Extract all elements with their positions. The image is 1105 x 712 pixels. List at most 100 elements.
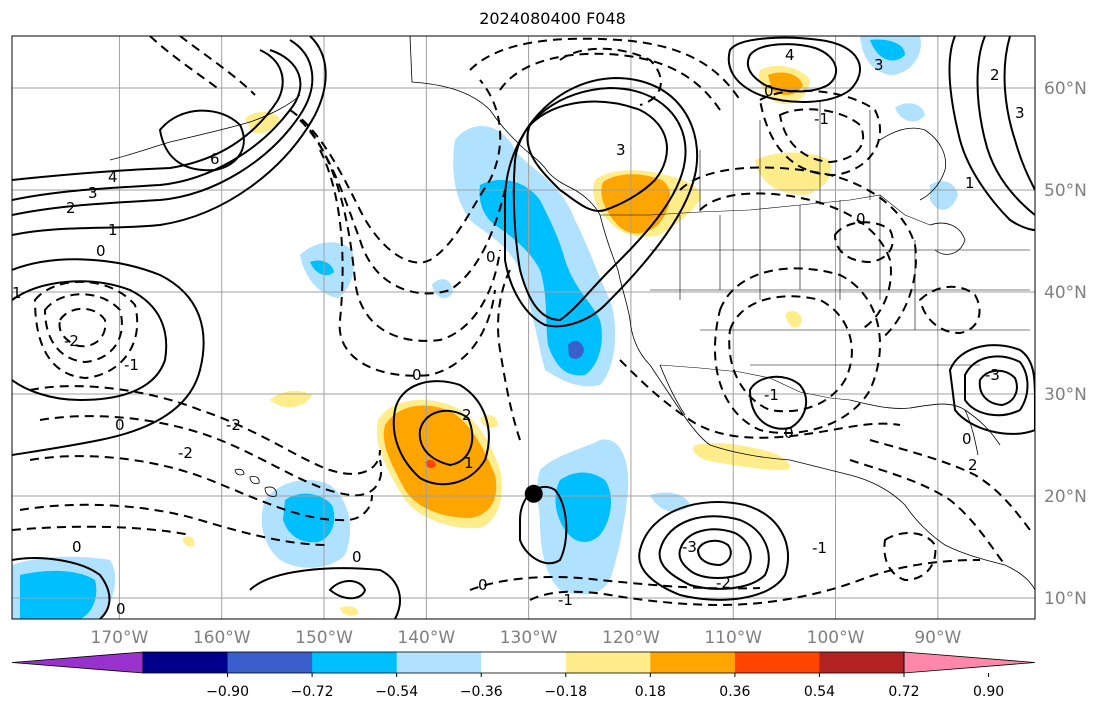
contour-label-neg1-c: -1 xyxy=(558,591,573,609)
fill-blue-sw xyxy=(20,570,97,619)
colorbar-tick-label: 0.18 xyxy=(635,684,666,700)
contour-east-coast-3 xyxy=(1003,36,1035,191)
coastline-baja xyxy=(649,364,851,476)
contour-gulf-low-2 xyxy=(964,355,1029,417)
longitude-tick-label: 100°W xyxy=(807,628,865,648)
colorbar-segment xyxy=(734,652,820,673)
fill-purple-spot xyxy=(568,340,584,359)
colorbar-segment xyxy=(396,652,482,673)
contour-label-neg1-e: -1 xyxy=(764,386,779,404)
dashed-contour-8 xyxy=(19,503,331,546)
contour-pnw-high-1 xyxy=(526,100,668,212)
coastlines xyxy=(109,36,1035,591)
fill-yellow-small-hawaii-2 xyxy=(183,536,195,547)
contour-label-0-i: 0 xyxy=(962,430,972,448)
dashed-contour-16 xyxy=(619,359,901,439)
contour-label-4-b: 4 xyxy=(785,46,795,64)
contour-gulf-low-1 xyxy=(948,344,1035,435)
longitude-tick-label: 150°W xyxy=(295,628,353,648)
coastline-hudson xyxy=(879,127,947,201)
contour-central-pacific-2 xyxy=(418,409,474,467)
contour-sw-loop-3 xyxy=(12,557,111,619)
contour-labels: 6 4 3 2 1 0 3 2 1 0 -1 -2 -3 -2 -1 -1 0 … xyxy=(12,46,1025,618)
colorbar-tick-label: 0.36 xyxy=(719,684,750,700)
colorbar-extend-high xyxy=(903,651,1036,674)
contour-label-2-a: 2 xyxy=(66,199,76,217)
dashed-contour-20 xyxy=(679,166,917,341)
solid-contours xyxy=(12,36,1035,619)
fill-light-blue-small2 xyxy=(432,279,453,299)
fill-blue-alaska xyxy=(479,180,602,376)
dashed-contour-26 xyxy=(469,37,741,101)
contour-label-0-e: 0 xyxy=(352,548,362,566)
latitude-tick-label: 50°N xyxy=(1044,181,1087,201)
contour-aleutian-2 xyxy=(12,49,302,201)
dashed-contour-24 xyxy=(559,47,662,106)
contour-label-neg2-b: -2 xyxy=(716,574,731,592)
dashed-contour-21 xyxy=(833,221,894,264)
colorbar-segment xyxy=(312,652,398,673)
colorbar-tick-label: −0.18 xyxy=(544,684,587,700)
contour-pnw-high-2 xyxy=(512,86,687,322)
longitude-tick-label: 170°W xyxy=(91,628,149,648)
fill-yellow-small-3 xyxy=(480,415,498,428)
contour-aleutian-4 xyxy=(12,36,327,236)
colorbar-segment xyxy=(481,652,567,673)
latitude-tick-label: 10°N xyxy=(1044,589,1087,609)
latitude-tick-label: 20°N xyxy=(1044,487,1087,507)
coastline-hawaii-3 xyxy=(264,486,277,497)
latitude-tick-label: 30°N xyxy=(1044,385,1087,405)
dashed-contour-25 xyxy=(499,52,721,111)
contour-label-2-d: 2 xyxy=(990,66,1000,84)
contour-aleutian-3 xyxy=(12,39,314,216)
latitude-tick-label: 60°N xyxy=(1044,79,1087,99)
dashed-contour-2 xyxy=(299,119,506,295)
negative-anomaly-fills xyxy=(12,36,958,619)
coastline-aleutians xyxy=(109,94,301,161)
coastline-bc-coast xyxy=(599,214,651,366)
contour-label-neg2-a: -2 xyxy=(64,332,79,350)
contour-label-neg3-a: -3 xyxy=(682,538,697,556)
fill-blue-hawaii xyxy=(283,493,335,543)
contour-label-3-a: 3 xyxy=(88,184,98,202)
contour-label-neg1-b: -1 xyxy=(812,539,827,557)
contour-label-1-b: 1 xyxy=(464,454,474,472)
dashed-contour-10 xyxy=(58,307,107,348)
coastline-gulf-mexico xyxy=(849,474,1035,591)
contour-label-2-b: 2 xyxy=(462,406,472,424)
contour-label-0-g: 0 xyxy=(115,416,125,434)
contour-label-neg2-d: -2 xyxy=(226,416,241,434)
contour-label-3-b: 3 xyxy=(616,141,626,159)
contour-w-pacific-2 xyxy=(12,258,205,456)
fill-blue-mexico xyxy=(555,472,612,542)
dashed-contour-5 xyxy=(29,385,381,475)
dashed-contour-14 xyxy=(529,559,981,607)
contour-label-1-a: 1 xyxy=(108,221,118,239)
contour-label-0-b: 0 xyxy=(412,366,422,384)
latitude-labels: 60°N 50°N 40°N 30°N 20°N 10°N xyxy=(1044,79,1087,609)
longitude-tick-label: 160°W xyxy=(193,628,251,648)
contour-label-0-l: 0 xyxy=(486,248,496,266)
fill-yellow-small-sw xyxy=(340,606,359,616)
contour-label-6: 6 xyxy=(210,150,220,168)
contour-aleutian-low-1 xyxy=(158,109,245,172)
colorbar-tick-label: 0.54 xyxy=(804,684,835,700)
fill-light-blue-greatlakes xyxy=(930,181,958,210)
colorbar-extend-low xyxy=(11,651,144,674)
fill-orange-pnw xyxy=(601,174,671,234)
contour-label-3-c: 3 xyxy=(1015,104,1025,122)
contour-label-2-c: 2 xyxy=(968,456,978,474)
coastline-florida xyxy=(964,409,979,456)
coastline-alaska xyxy=(409,36,601,216)
longitude-tick-label: 140°W xyxy=(397,628,455,648)
latitude-tick-label: 40°N xyxy=(1044,283,1087,303)
colorbar-tick-label: −0.72 xyxy=(291,684,334,700)
contour-gulf-low-3 xyxy=(978,369,1018,407)
dashed-contour-1 xyxy=(289,79,502,264)
contour-sw-loop xyxy=(249,567,401,619)
contour-label-neg2-c: -2 xyxy=(178,444,193,462)
contour-label-0-k: 0 xyxy=(764,82,774,100)
contour-aleutian-5 xyxy=(12,49,284,181)
colorbar-outline xyxy=(142,651,905,674)
coastline-hawaii-2 xyxy=(249,475,260,485)
